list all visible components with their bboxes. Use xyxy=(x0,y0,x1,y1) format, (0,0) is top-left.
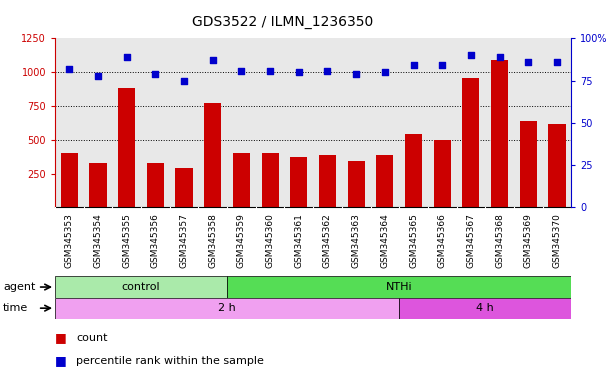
Point xyxy=(380,69,390,75)
Text: GSM345357: GSM345357 xyxy=(180,213,189,268)
Text: 2 h: 2 h xyxy=(218,303,236,313)
Text: GSM345364: GSM345364 xyxy=(380,213,389,268)
Bar xyxy=(60,153,78,207)
Point xyxy=(294,69,304,75)
Text: agent: agent xyxy=(3,282,35,292)
Text: GDS3522 / ILMN_1236350: GDS3522 / ILMN_1236350 xyxy=(192,15,373,29)
Bar xyxy=(520,121,537,207)
Text: GSM345369: GSM345369 xyxy=(524,213,533,268)
Text: ■: ■ xyxy=(55,331,67,344)
FancyBboxPatch shape xyxy=(399,298,571,319)
Text: GSM345361: GSM345361 xyxy=(295,213,303,268)
Text: ■: ■ xyxy=(55,354,67,367)
Bar xyxy=(89,164,107,207)
Text: GSM345356: GSM345356 xyxy=(151,213,160,268)
Point xyxy=(351,71,361,77)
Point xyxy=(323,68,332,74)
Bar xyxy=(233,153,250,207)
Bar xyxy=(548,124,566,207)
Bar xyxy=(290,157,307,207)
Text: count: count xyxy=(76,333,108,343)
Bar xyxy=(262,153,279,207)
Point xyxy=(150,71,160,77)
Bar xyxy=(147,163,164,207)
Point xyxy=(64,66,74,72)
Text: GSM345367: GSM345367 xyxy=(466,213,475,268)
FancyBboxPatch shape xyxy=(55,276,227,298)
Point xyxy=(552,59,562,65)
Text: percentile rank within the sample: percentile rank within the sample xyxy=(76,356,264,366)
Bar xyxy=(348,161,365,207)
Text: GSM345363: GSM345363 xyxy=(352,213,360,268)
Text: control: control xyxy=(122,282,160,292)
Text: GSM345362: GSM345362 xyxy=(323,213,332,268)
Bar xyxy=(405,134,422,207)
Point xyxy=(437,62,447,68)
Point xyxy=(122,54,131,60)
Text: GSM345353: GSM345353 xyxy=(65,213,74,268)
Bar xyxy=(319,155,336,207)
Point xyxy=(495,54,505,60)
Point xyxy=(208,57,218,63)
Bar xyxy=(434,140,451,207)
Text: GSM345354: GSM345354 xyxy=(93,213,103,268)
Text: GSM345368: GSM345368 xyxy=(495,213,504,268)
Text: time: time xyxy=(3,303,28,313)
Text: GSM345360: GSM345360 xyxy=(266,213,274,268)
Text: 4 h: 4 h xyxy=(477,303,494,313)
Point xyxy=(179,78,189,84)
Bar xyxy=(204,103,221,207)
Text: GSM345366: GSM345366 xyxy=(437,213,447,268)
Bar xyxy=(175,168,192,207)
Text: GSM345355: GSM345355 xyxy=(122,213,131,268)
Text: GSM345365: GSM345365 xyxy=(409,213,418,268)
Point xyxy=(93,73,103,79)
Bar xyxy=(463,78,480,207)
Point xyxy=(236,68,246,74)
Text: GSM345370: GSM345370 xyxy=(552,213,562,268)
Point xyxy=(409,62,419,68)
Text: NTHi: NTHi xyxy=(386,282,412,292)
FancyBboxPatch shape xyxy=(227,276,571,298)
Text: GSM345359: GSM345359 xyxy=(237,213,246,268)
FancyBboxPatch shape xyxy=(55,298,399,319)
Point xyxy=(466,52,476,58)
Bar xyxy=(491,60,508,207)
Text: GSM345358: GSM345358 xyxy=(208,213,218,268)
Bar xyxy=(118,88,135,207)
Point xyxy=(524,59,533,65)
Bar xyxy=(376,155,393,207)
Point xyxy=(265,68,275,74)
